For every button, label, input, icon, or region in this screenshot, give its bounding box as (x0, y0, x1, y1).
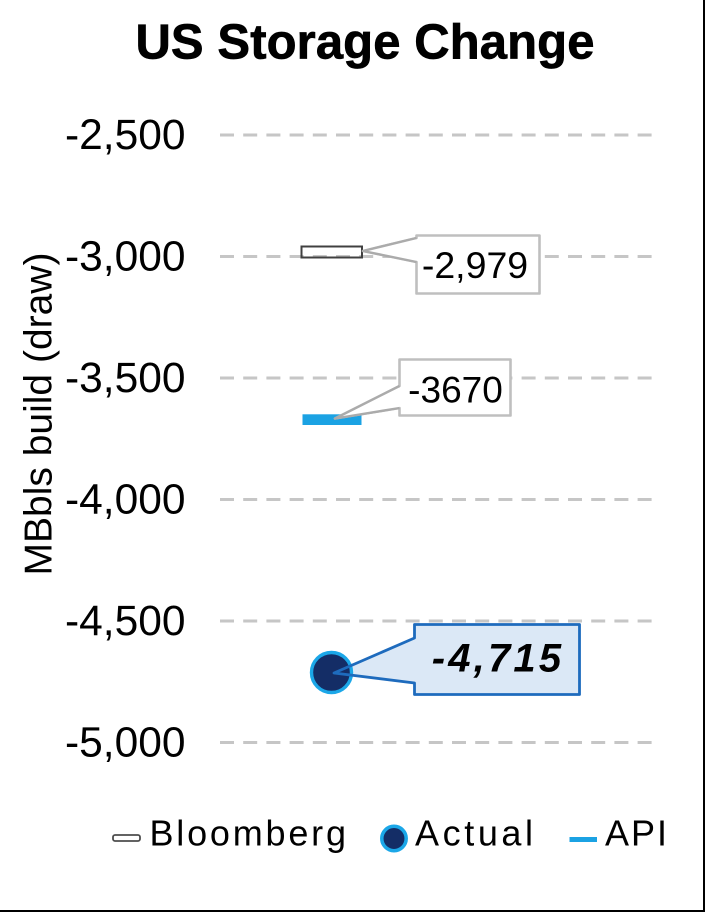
svg-text:MBbls build (draw): MBbls build (draw) (18, 253, 61, 576)
svg-text:Actual: Actual (415, 813, 537, 854)
svg-text:-2,979: -2,979 (422, 244, 528, 286)
svg-text:-2,500: -2,500 (65, 112, 186, 159)
svg-text:-4,000: -4,000 (65, 477, 186, 524)
svg-text:-4,500: -4,500 (65, 598, 186, 645)
svg-text:-3670: -3670 (408, 370, 503, 411)
svg-text:-5,000: -5,000 (65, 720, 186, 767)
svg-text:API: API (605, 813, 669, 854)
svg-text:-3,500: -3,500 (65, 355, 186, 402)
svg-text:-4,715: -4,715 (432, 637, 565, 681)
svg-text:Bloomberg: Bloomberg (150, 813, 349, 854)
svg-text:-3,000: -3,000 (65, 234, 186, 281)
svg-text:US Storage Change: US Storage Change (135, 16, 594, 70)
